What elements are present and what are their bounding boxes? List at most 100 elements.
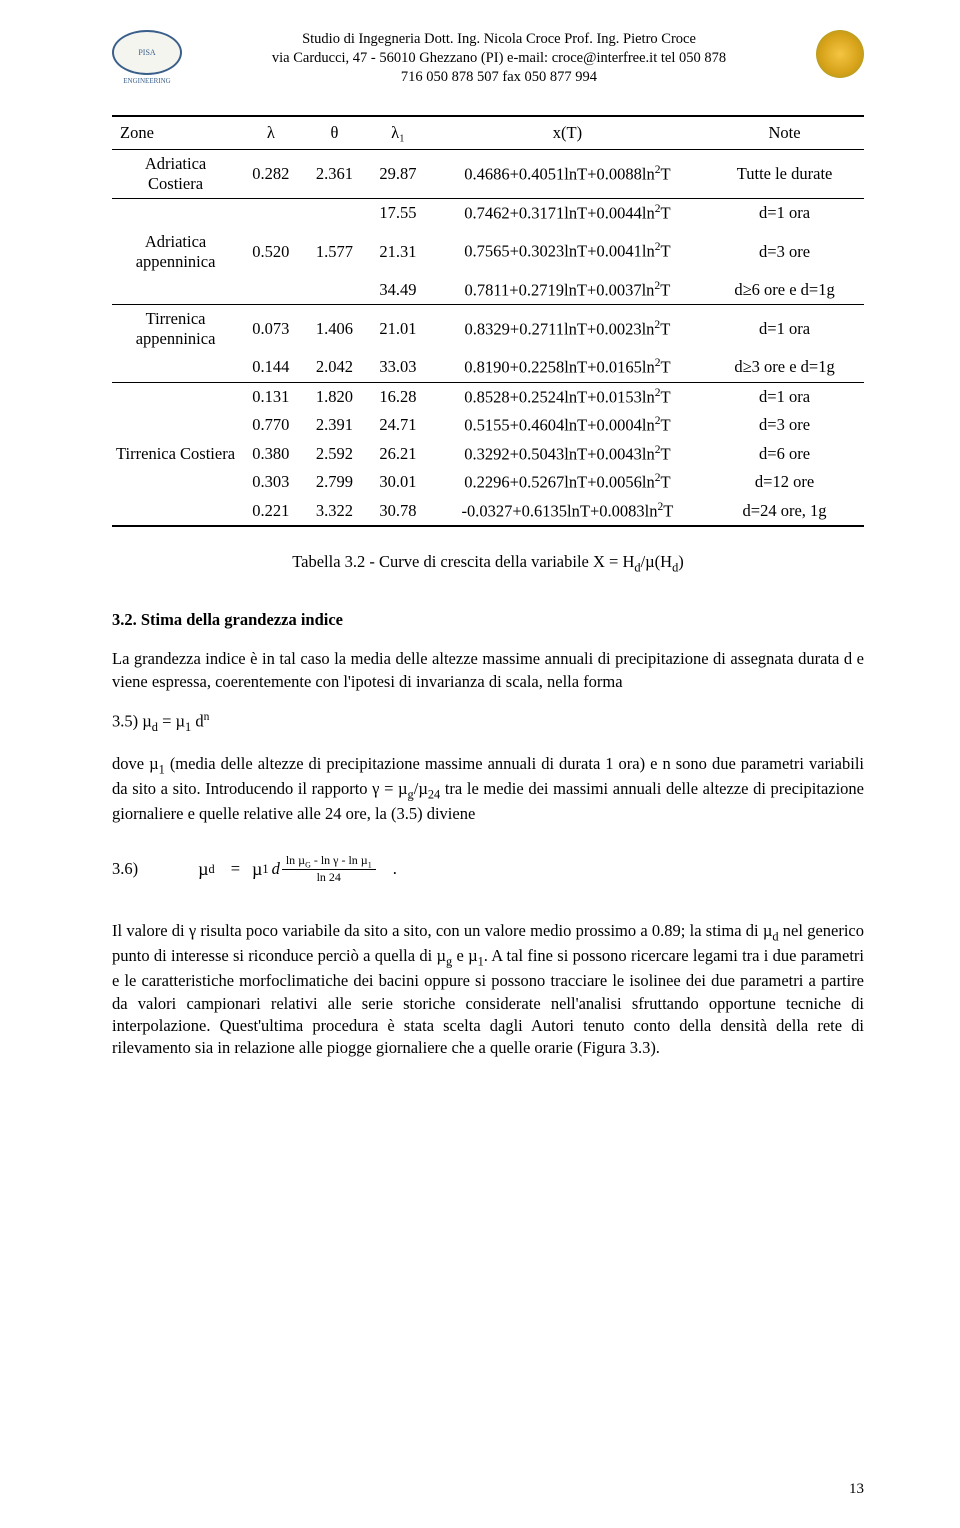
table-cell: 0.144 <box>239 353 303 382</box>
table-cell: 2.042 <box>303 353 367 382</box>
table-cell: 33.03 <box>366 353 430 382</box>
table-cell: 0.282 <box>239 150 303 199</box>
f36-label: 3.6) <box>112 859 138 879</box>
caption-rest: /µ(H <box>641 552 673 571</box>
table-cell: d=1 ora <box>705 199 864 228</box>
caption-text: Tabella 3.2 - Curve di crescita della va… <box>292 552 634 571</box>
table-row: Adriatica appenninica0.5201.57721.310.75… <box>112 228 864 276</box>
table-cell: d≥6 ore e d=1g <box>705 276 864 305</box>
table-cell: Tirrenica Costiera <box>112 440 239 469</box>
table-caption: Tabella 3.2 - Curve di crescita della va… <box>112 552 864 575</box>
table-cell: 0.8528+0.2524lnT+0.0153ln2T <box>430 382 705 411</box>
table-cell: 16.28 <box>366 382 430 411</box>
table-cell: -0.0327+0.6135lnT+0.0083ln2T <box>430 497 705 527</box>
table-cell: 1.406 <box>303 305 367 354</box>
p3a: Il valore di γ risulta poco variabile da… <box>112 921 772 940</box>
table-row: 17.550.7462+0.3171lnT+0.0044ln2Td=1 ora <box>112 199 864 228</box>
table-cell: 0.303 <box>239 468 303 497</box>
table-cell <box>303 199 367 228</box>
table-row: 0.1311.82016.280.8528+0.2524lnT+0.0153ln… <box>112 382 864 411</box>
table-row: Tirrenica appenninica0.0731.40621.010.83… <box>112 305 864 354</box>
paragraph-2: dove µ1 (media delle altezze di precipit… <box>112 753 864 825</box>
formula-36: 3.6) µd = µ1 d ln µG - ln γ - ln µ1 ln 2… <box>112 853 864 885</box>
paragraph-3: Il valore di γ risulta poco variabile da… <box>112 920 864 1059</box>
table-cell: 26.21 <box>366 440 430 469</box>
table-cell <box>303 276 367 305</box>
table-cell <box>112 353 239 382</box>
logo-left: PISA ENGINEERING <box>112 30 182 100</box>
table-cell: 0.7462+0.3171lnT+0.0044ln2T <box>430 199 705 228</box>
f36-equation: µd = µ1 d ln µG - ln γ - ln µ1 ln 24 . <box>198 853 397 885</box>
table-cell: 1.820 <box>303 382 367 411</box>
table-cell: 1.577 <box>303 228 367 276</box>
table-cell: d=6 ore <box>705 440 864 469</box>
p2c-sub: 24 <box>428 787 440 801</box>
col-xt: x(T) <box>430 116 705 150</box>
table-body: Adriatica Costiera0.2822.36129.870.4686+… <box>112 150 864 527</box>
table-cell: d≥3 ore e d=1g <box>705 353 864 382</box>
table-cell: 30.78 <box>366 497 430 527</box>
table-cell: 21.31 <box>366 228 430 276</box>
table-cell <box>112 276 239 305</box>
table-header-row: Zone λ θ λ₁ x(T) Note <box>112 116 864 150</box>
table-row: Adriatica Costiera0.2822.36129.870.4686+… <box>112 150 864 199</box>
p2c: /µ <box>414 779 428 798</box>
table-cell <box>239 199 303 228</box>
page-header: PISA ENGINEERING Studio di Ingegneria Do… <box>112 30 864 100</box>
table-cell: 2.361 <box>303 150 367 199</box>
table-cell <box>112 382 239 411</box>
table-cell: 0.4686+0.4051lnT+0.0088ln2T <box>430 150 705 199</box>
table-cell: 0.8329+0.2711lnT+0.0023ln2T <box>430 305 705 354</box>
col-note: Note <box>705 116 864 150</box>
table-cell: 0.8190+0.2258lnT+0.0165ln2T <box>430 353 705 382</box>
table-cell: 2.391 <box>303 411 367 440</box>
p2a: dove µ <box>112 754 159 773</box>
col-zone: Zone <box>112 116 239 150</box>
table-cell: 0.380 <box>239 440 303 469</box>
f35-n: n <box>204 711 210 723</box>
header-line-2: via Carducci, 47 - 56010 Ghezzano (PI) e… <box>197 49 801 68</box>
table-row: 0.1442.04233.030.8190+0.2258lnT+0.0165ln… <box>112 353 864 382</box>
growth-curves-table: Zone λ θ λ₁ x(T) Note Adriatica Costiera… <box>112 115 864 527</box>
table-cell: 21.01 <box>366 305 430 354</box>
col-lambda: λ <box>239 116 303 150</box>
p3c: e µ <box>452 946 477 965</box>
table-cell: 3.322 <box>303 497 367 527</box>
page-number: 13 <box>849 1481 864 1498</box>
table-cell: 0.5155+0.4604lnT+0.0004ln2T <box>430 411 705 440</box>
table-cell <box>112 497 239 527</box>
table-row: 34.490.7811+0.2719lnT+0.0037ln2Td≥6 ore … <box>112 276 864 305</box>
table-cell: 2.799 <box>303 468 367 497</box>
header-line-3: 716 050 878 507 fax 050 877 994 <box>197 68 801 87</box>
f35-mu: µ <box>142 711 152 730</box>
section-heading: 3.2. Stima della grandezza indice <box>112 610 864 630</box>
formula-35: 3.5) µd = µ1 dn <box>112 711 864 735</box>
table-row: 0.7702.39124.710.5155+0.4604lnT+0.0004ln… <box>112 411 864 440</box>
paragraph-1: La grandezza indice è in tal caso la med… <box>112 648 864 693</box>
table-row: Tirrenica Costiera0.3802.59226.210.3292+… <box>112 440 864 469</box>
f35-eq: = µ <box>158 711 185 730</box>
table-cell <box>112 468 239 497</box>
table-cell: 2.592 <box>303 440 367 469</box>
table-cell: 0.221 <box>239 497 303 527</box>
table-cell: 0.7811+0.2719lnT+0.0037ln2T <box>430 276 705 305</box>
table-row: 0.3032.79930.010.2296+0.5267lnT+0.0056ln… <box>112 468 864 497</box>
table-cell <box>112 411 239 440</box>
table-cell: Adriatica appenninica <box>112 228 239 276</box>
f36-fraction: ln µG - ln γ - ln µ1 ln 24 <box>282 853 376 885</box>
table-cell: 30.01 <box>366 468 430 497</box>
table-cell: d=1 ora <box>705 305 864 354</box>
table-cell: 17.55 <box>366 199 430 228</box>
table-cell: 29.87 <box>366 150 430 199</box>
header-line-1: Studio di Ingegneria Dott. Ing. Nicola C… <box>197 30 801 49</box>
f35-label: 3.5) <box>112 711 142 730</box>
table-cell: 0.7565+0.3023lnT+0.0041ln2T <box>430 228 705 276</box>
table-cell: d=12 ore <box>705 468 864 497</box>
logo-bottom-text: ENGINEERING <box>112 77 182 85</box>
table-cell: 0.3292+0.5043lnT+0.0043ln2T <box>430 440 705 469</box>
table-cell: d=3 ore <box>705 228 864 276</box>
table-cell <box>239 276 303 305</box>
table-cell: d=3 ore <box>705 411 864 440</box>
table-cell: Adriatica Costiera <box>112 150 239 199</box>
table-cell: 24.71 <box>366 411 430 440</box>
